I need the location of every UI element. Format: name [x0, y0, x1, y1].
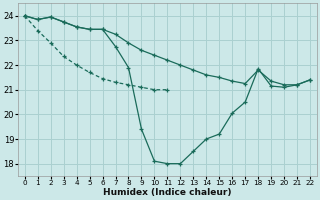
X-axis label: Humidex (Indice chaleur): Humidex (Indice chaleur) — [103, 188, 232, 197]
